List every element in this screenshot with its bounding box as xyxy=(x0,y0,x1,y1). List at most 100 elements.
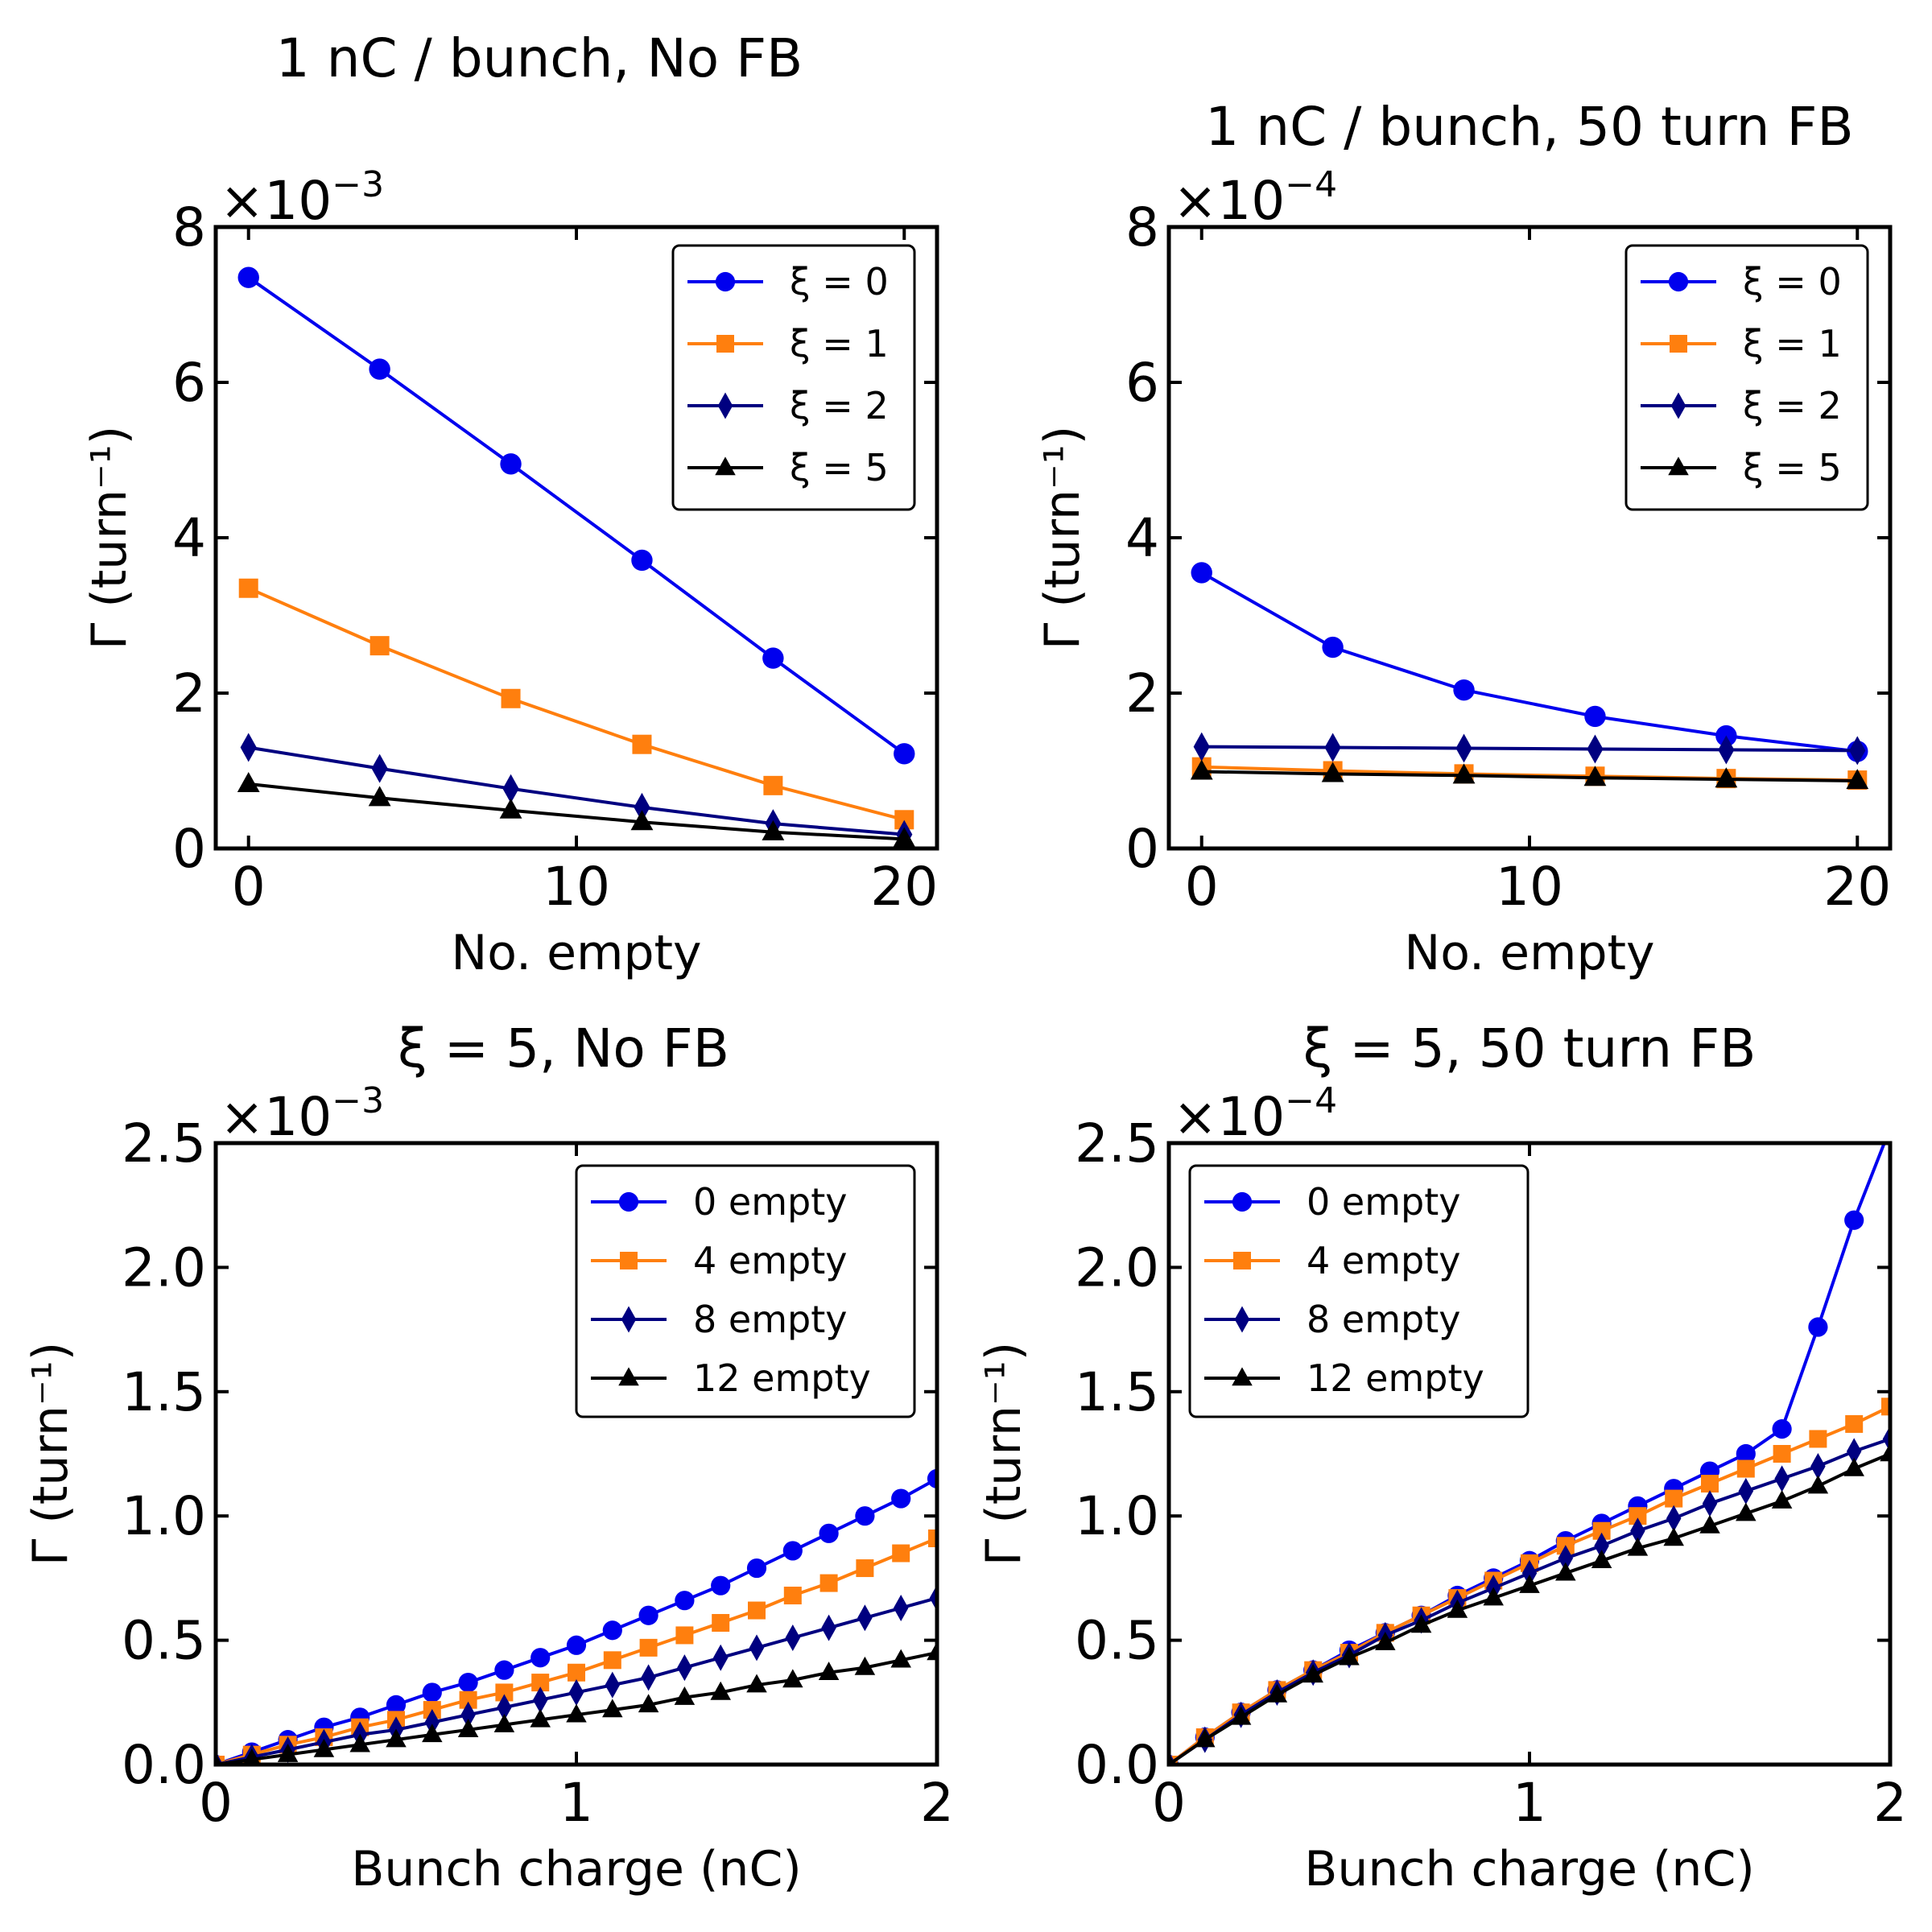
legend-marker xyxy=(1668,271,1689,292)
data-point xyxy=(1629,1507,1647,1525)
data-point xyxy=(927,1641,937,1661)
data-point xyxy=(277,1744,299,1762)
data-point xyxy=(422,1682,442,1703)
x-tick-label: 20 xyxy=(1823,856,1891,918)
data-point xyxy=(566,1635,587,1655)
y-tick-label: 0.0 xyxy=(1075,1734,1159,1796)
x-axis-label: No. empty xyxy=(1404,925,1654,981)
x-axis-label: Bunch charge (nC) xyxy=(351,1841,802,1897)
data-point xyxy=(631,549,653,572)
legend-label: ξ = 1 xyxy=(1743,322,1842,365)
x-tick-label: 2 xyxy=(920,1772,954,1834)
data-point xyxy=(712,1613,730,1632)
data-point xyxy=(1809,1430,1827,1448)
data-point xyxy=(785,1624,801,1652)
x-tick-label: 1 xyxy=(559,1772,593,1834)
legend: ξ = 0 ξ = 1 ξ = 2 ξ = 5 xyxy=(671,244,916,511)
data-point xyxy=(1322,636,1344,658)
data-point xyxy=(1774,1465,1790,1492)
data-point xyxy=(711,1575,731,1596)
y-tick-label: 0.5 xyxy=(1075,1610,1159,1672)
x-tick-label: 0 xyxy=(1152,1772,1186,1834)
series-line xyxy=(248,745,905,836)
data-point xyxy=(530,1648,551,1668)
data-point xyxy=(1666,1505,1682,1532)
series--2 xyxy=(1193,732,1866,766)
data-point xyxy=(782,1541,803,1561)
chart-panel-2: 1 nC / bunch, 50 turn FB 0 10 20 0 2 4 6 8 No. em… xyxy=(1034,96,1893,981)
data-point xyxy=(746,1674,767,1693)
data-point xyxy=(854,1656,876,1675)
data-point xyxy=(819,1523,839,1543)
chart-title: 1 nC / bunch, 50 turn FB xyxy=(1205,96,1853,158)
data-point xyxy=(1266,1683,1288,1703)
data-point xyxy=(1736,1502,1757,1521)
data-point xyxy=(460,1701,476,1728)
data-point xyxy=(369,358,390,380)
y-tick-label: 2.5 xyxy=(1075,1113,1159,1174)
legend-label: ξ = 5 xyxy=(1743,446,1842,489)
data-point xyxy=(605,1671,621,1699)
series-line xyxy=(1200,571,1858,753)
legend-marker xyxy=(715,456,736,476)
data-point xyxy=(674,1686,696,1705)
legend-marker xyxy=(717,392,733,419)
data-point xyxy=(422,1724,443,1743)
data-point xyxy=(1190,759,1213,780)
data-point xyxy=(1452,763,1476,784)
data-point xyxy=(386,1695,407,1715)
data-point xyxy=(1845,1414,1864,1433)
data-point xyxy=(1339,1646,1360,1666)
data-point xyxy=(1718,735,1735,765)
y-multiplier: ×10−3 xyxy=(220,1080,384,1148)
data-point xyxy=(1453,679,1475,701)
legend-label: 4 empty xyxy=(1307,1239,1460,1282)
legend-label: 0 empty xyxy=(693,1180,847,1224)
chart-title: 1 nC / bunch, No FB xyxy=(276,27,803,89)
x-tick-label: 0 xyxy=(232,856,266,918)
data-point xyxy=(1772,1419,1792,1439)
data-point xyxy=(313,1738,335,1757)
data-point xyxy=(1846,769,1869,790)
legend-marker xyxy=(1668,456,1689,476)
y-tick-label: 4 xyxy=(1125,507,1159,569)
y-tick-label: 6 xyxy=(172,352,206,414)
y-multiplier: ×10−4 xyxy=(1173,1080,1337,1148)
legend-label: ξ = 2 xyxy=(1743,384,1842,427)
data-point xyxy=(782,1669,803,1688)
data-point xyxy=(1699,1514,1720,1534)
y-tick-label: 4 xyxy=(172,507,206,569)
legend-label: 0 empty xyxy=(1307,1180,1460,1224)
legend-box xyxy=(1624,244,1869,511)
data-point xyxy=(1594,1532,1609,1559)
data-point xyxy=(746,1558,767,1579)
legend-label: ξ = 5 xyxy=(790,446,889,489)
y-tick-label: 2.0 xyxy=(122,1236,206,1298)
data-point xyxy=(497,1694,512,1721)
data-point xyxy=(1591,1550,1612,1569)
data-point xyxy=(639,1638,658,1657)
data-point xyxy=(1736,1443,1756,1464)
data-point xyxy=(893,1594,909,1621)
legend-label: ξ = 1 xyxy=(790,322,889,365)
data-point xyxy=(1702,1490,1718,1517)
y-axis-label: Γ (turn⁻¹) xyxy=(23,1342,79,1566)
y-tick-label: 2 xyxy=(1125,663,1159,724)
data-point xyxy=(568,1678,584,1706)
data-point xyxy=(1715,767,1738,788)
data-point xyxy=(712,1644,729,1671)
legend-marker xyxy=(1670,392,1686,419)
x-tick-label: 2 xyxy=(1873,1772,1907,1834)
data-point xyxy=(675,1591,695,1611)
data-point xyxy=(459,1690,477,1709)
data-point xyxy=(1663,1527,1684,1546)
data-point xyxy=(762,819,785,840)
x-tick-label: 10 xyxy=(543,856,610,918)
y-tick-label: 0.0 xyxy=(122,1734,206,1796)
data-point xyxy=(603,1651,621,1670)
legend: ξ = 0 ξ = 1 ξ = 2 ξ = 5 xyxy=(1624,244,1869,511)
data-point xyxy=(1558,1545,1574,1572)
y-multiplier: ×10−4 xyxy=(1173,164,1337,232)
data-point xyxy=(638,1605,658,1625)
y-tick-label: 8 xyxy=(172,196,206,258)
